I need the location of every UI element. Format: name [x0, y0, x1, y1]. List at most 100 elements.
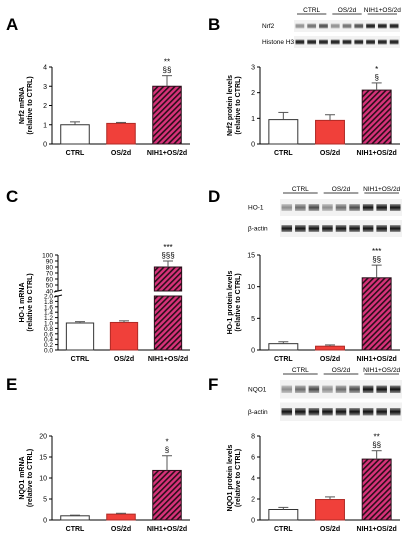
blot-row-label: β-actin	[248, 226, 268, 233]
x-tick-label: OS/2d	[320, 356, 340, 363]
panel-label: C	[6, 187, 18, 206]
blot-band	[377, 39, 387, 45]
y-tick-label: 1	[43, 122, 47, 129]
y-tick-label: 2	[251, 90, 255, 97]
blot-row-label: Nrf2	[262, 23, 275, 30]
y-tick-label: 40	[46, 289, 54, 296]
y-tick-label: 1.2	[44, 315, 53, 322]
bar	[60, 515, 90, 521]
blot-band	[295, 204, 306, 211]
blot-band	[362, 225, 374, 232]
y-axis-label: Nrf2 protein levels	[227, 75, 234, 136]
blot-band	[354, 39, 364, 45]
blot-band	[308, 385, 320, 393]
significance-label: §§	[372, 255, 381, 264]
blot-band	[349, 204, 360, 211]
blot-band	[322, 204, 333, 211]
blot-band	[354, 23, 364, 29]
x-tick-label: CTRL	[66, 150, 85, 157]
blot-band	[330, 23, 340, 29]
y-tick-label: 1.8	[44, 299, 53, 306]
blot-band	[295, 23, 305, 29]
y-tick-label: 1.4	[44, 310, 53, 317]
y-tick-label: 0.6	[44, 331, 53, 338]
blot-band	[349, 385, 360, 393]
bar	[315, 119, 345, 145]
significance-label: **	[374, 433, 380, 442]
bar	[361, 277, 392, 351]
blot-group-label: CTRL	[303, 7, 320, 14]
blot-band	[389, 39, 399, 45]
blot-band	[322, 408, 333, 416]
x-tick-label: OS/2d	[111, 526, 131, 533]
y-axis-label: (relative to CTRL)	[27, 76, 34, 134]
blot-band	[389, 225, 401, 232]
blot-group-label: CTRL	[292, 186, 309, 193]
y-tick-label: 15	[247, 253, 255, 260]
bar	[315, 345, 345, 351]
y-tick-label: 5	[251, 316, 255, 323]
blot-band	[307, 23, 317, 29]
blot-group-label: NIH1+OS/2d	[364, 7, 401, 14]
x-tick-label: OS/2d	[320, 526, 340, 533]
bar	[65, 322, 95, 351]
y-tick-label: 90	[46, 259, 54, 266]
significance-label: §§	[372, 441, 381, 450]
blot-band	[376, 225, 387, 232]
y-tick-label: 0	[251, 518, 255, 525]
blot-band	[349, 225, 360, 232]
blot-band	[319, 23, 328, 29]
y-tick-label: 80	[46, 265, 54, 272]
blot-band	[295, 385, 306, 393]
bar	[152, 469, 182, 521]
x-tick-label: NIH1+OS/2d	[148, 356, 188, 363]
blot-band	[281, 408, 293, 416]
blot-band	[295, 225, 306, 232]
bar	[361, 458, 392, 521]
y-tick-label: 8	[251, 434, 255, 441]
y-tick-label: 0	[43, 518, 47, 525]
blot-band	[295, 39, 305, 45]
blot-row-label: β-actin	[248, 409, 268, 416]
blot-band	[389, 385, 401, 393]
bar	[361, 89, 392, 145]
y-tick-label: 60	[46, 277, 54, 284]
x-tick-label: OS/2d	[320, 150, 340, 157]
significance-label: §§	[163, 66, 172, 75]
y-axis-label: (relative to CTRL)	[235, 273, 242, 331]
blot-band	[342, 39, 352, 45]
blot-band	[335, 408, 347, 416]
y-axis-label: (relative to CTRL)	[235, 449, 242, 507]
x-tick-label: OS/2d	[114, 356, 134, 363]
blot-group-label: OS/2d	[332, 367, 351, 374]
y-tick-label: 10	[39, 476, 47, 483]
panel-label: F	[208, 375, 218, 394]
bar	[153, 266, 183, 292]
blot-band	[389, 408, 401, 416]
bar	[315, 499, 345, 521]
bar	[106, 513, 136, 521]
y-tick-label: 100	[42, 253, 53, 260]
y-axis-label: (relative to CTRL)	[27, 449, 34, 507]
y-axis-label: HO-1 mRNA	[19, 282, 26, 322]
blot-band	[308, 408, 320, 416]
blot-band	[342, 23, 352, 29]
y-tick-label: 50	[46, 283, 54, 290]
blot-band	[335, 204, 347, 211]
y-axis-label: Nrf2 mRNA	[19, 87, 26, 124]
blot-band	[335, 225, 347, 232]
blot-band	[322, 225, 333, 232]
blot-band	[308, 204, 320, 211]
blot-band	[322, 385, 333, 393]
x-tick-label: CTRL	[274, 356, 293, 363]
y-tick-label: 3	[43, 84, 47, 91]
significance-label: **	[164, 58, 170, 67]
y-tick-label: 4	[251, 476, 255, 483]
blot-row-label: Histone H3	[262, 39, 295, 46]
y-tick-label: 0	[251, 348, 255, 355]
bar	[268, 119, 299, 145]
blot-band	[362, 408, 374, 416]
blot-band	[349, 408, 360, 416]
blot-band	[366, 23, 375, 29]
y-tick-label: 0.4	[44, 337, 53, 344]
